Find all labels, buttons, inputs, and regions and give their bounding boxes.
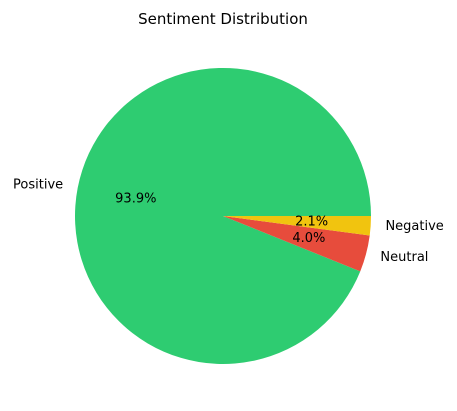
- pie-labels: Positive 93.9% Neutral 4.0% Negative 2.1%: [13, 177, 444, 264]
- category-label-positive: Positive: [13, 177, 63, 192]
- percent-label-positive: 93.9%: [115, 192, 156, 207]
- percent-label-negative: 2.1%: [295, 214, 328, 229]
- category-label-neutral: Neutral: [380, 250, 428, 265]
- chart-title: Sentiment Distribution: [138, 10, 308, 28]
- pie-slices: [75, 67, 372, 365]
- category-label-negative: Negative: [385, 219, 443, 234]
- pie-slice-neutral: [223, 216, 370, 272]
- percent-label-neutral: 4.0%: [292, 231, 325, 246]
- pie-slice-negative: [223, 216, 371, 236]
